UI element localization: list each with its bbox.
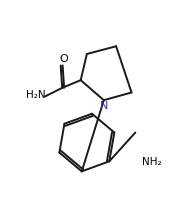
Text: N: N [100,101,108,111]
Text: NH₂: NH₂ [142,157,161,167]
Text: O: O [59,54,68,64]
Text: H₂N: H₂N [26,90,46,100]
